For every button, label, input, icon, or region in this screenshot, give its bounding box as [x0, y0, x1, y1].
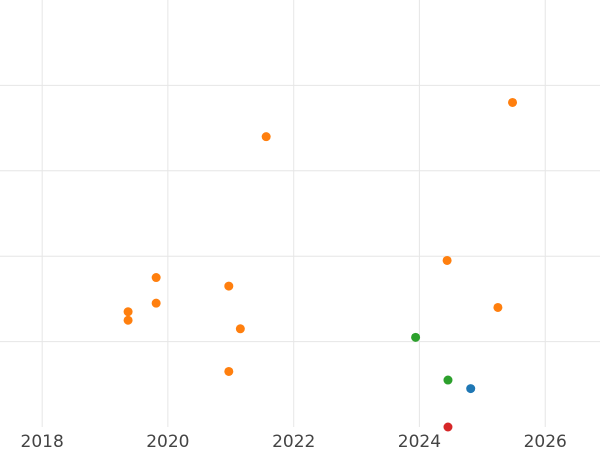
x-tick-label: 2026	[524, 432, 567, 450]
data-point	[442, 255, 452, 265]
data-point	[224, 281, 234, 291]
data-point	[224, 366, 234, 376]
data-point	[466, 384, 476, 394]
data-point	[151, 298, 161, 308]
data-point	[493, 302, 503, 312]
data-point	[508, 97, 518, 107]
data-point	[151, 273, 161, 283]
x-tick-label: 2024	[398, 432, 441, 450]
x-tick-label: 2022	[272, 432, 315, 450]
data-point	[443, 375, 453, 385]
data-point	[123, 315, 133, 325]
x-gridlines	[41, 0, 546, 427]
data-point	[261, 132, 271, 142]
x-axis-tick-labels: 2018 2020 2022 2024 2026	[21, 432, 567, 450]
data-point	[411, 332, 421, 342]
y-gridlines	[0, 84, 600, 343]
data-point	[235, 324, 245, 334]
data-points	[123, 97, 518, 432]
data-point	[443, 422, 453, 432]
data-point	[123, 307, 133, 317]
x-tick-label: 2018	[21, 432, 64, 450]
x-tick-label: 2020	[146, 432, 189, 450]
